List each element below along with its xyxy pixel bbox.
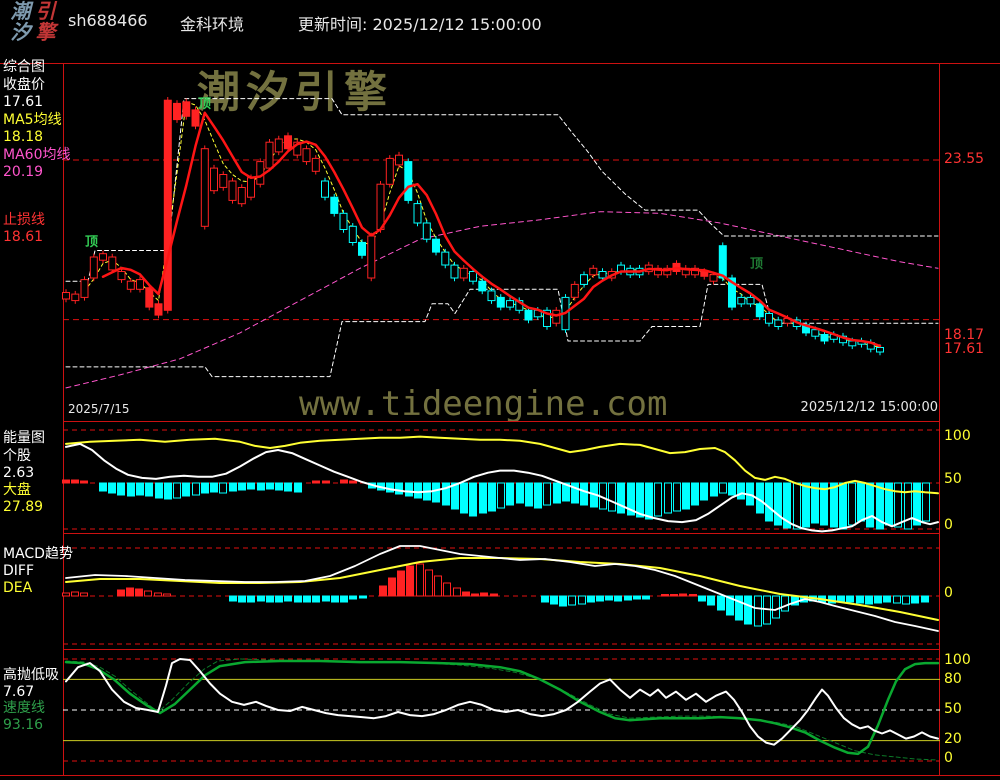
header-bar: 潮引 汐擎 sh688466 金科环境 更新时间: 2025/12/12 15:… [0,0,1000,46]
axis-label: 18.61 [3,229,44,245]
axis-label: DIFF [3,563,35,579]
axis-label: 50 [944,471,962,487]
axis-label: 20.19 [3,164,44,180]
date-range-start: 2025/7/15 [68,402,130,416]
stock-code: sh688466 [68,11,148,30]
logo-char: 引 [35,0,56,23]
logo-char: 汐 [10,20,31,44]
axis-label: 0 [944,517,953,533]
axis-label: 个股 [3,448,31,464]
axis-label: 93.16 [3,717,44,733]
axis-label: 0 [944,750,953,766]
axis-label: 速度线 [3,700,45,716]
axis-label: 23.55 [944,151,985,167]
logo-char: 潮 [10,0,31,23]
axis-label: 2.63 [3,465,35,481]
axis-label: 能量图 [3,430,45,446]
svg-text:顶: 顶 [85,235,98,250]
svg-text:顶: 顶 [198,97,211,112]
axis-label: 18.18 [3,129,44,145]
axis-label: 100 [944,428,971,444]
site-watermark: www.tideengine.com [299,384,668,424]
update-time: 更新时间: 2025/12/12 15:00:00 [298,15,542,34]
axis-label: 50 [944,701,962,717]
logo-char: 擎 [35,20,56,44]
axis-label: 100 [944,652,971,668]
axis-label: 收盘价 [3,77,45,93]
axis-label: 18.17 [944,327,985,343]
axis-label: 高抛低吸 [3,667,59,683]
date-range-end: 2025/12/12 15:00:00 [800,400,938,415]
axis-label: DEA [3,580,33,596]
axis-label: 17.61 [944,341,985,357]
svg-text:顶: 顶 [750,257,763,272]
axis-label: MACD趋势 [3,546,73,562]
axis-label: 止损线 [3,212,45,228]
axis-label: 0 [944,585,953,601]
axis-label: 大盘 [3,482,31,498]
app-logo: 潮引 汐擎 [8,1,64,47]
axis-label: 20 [944,731,962,747]
axis-label: 综合图 [3,59,45,75]
axis-label: 27.89 [3,499,44,515]
axis-label: 17.61 [3,94,44,110]
axis-label: MA60均线 [3,147,71,163]
stock-name: 金科环境 [180,15,245,34]
axis-label: MA5均线 [3,112,62,128]
brand-watermark: 潮汐引擎 [197,68,393,118]
axis-label: 80 [944,671,962,687]
axis-label: 7.67 [3,684,35,700]
